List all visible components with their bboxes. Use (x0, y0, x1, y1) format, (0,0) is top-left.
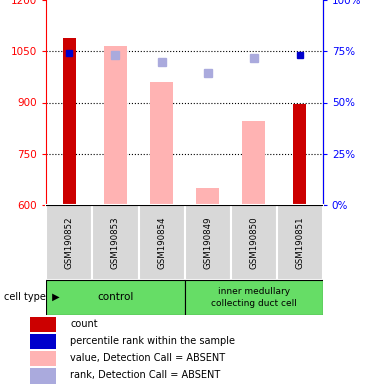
Bar (138, 205, 185, 280)
Bar (196, 188, 219, 205)
Bar (30, 317, 56, 332)
Bar (150, 82, 173, 205)
Text: control: control (97, 293, 134, 303)
Bar (242, 121, 265, 205)
Text: rank, Detection Call = ABSENT: rank, Detection Call = ABSENT (70, 371, 221, 381)
Text: GSM190851: GSM190851 (295, 216, 304, 269)
Bar (30, 351, 56, 366)
Bar (63, 38, 76, 205)
Bar (185, 205, 231, 280)
Bar (92, 205, 138, 280)
Bar (46, 205, 92, 280)
Bar (104, 46, 127, 205)
Bar (185, 280, 323, 315)
Text: count: count (70, 319, 98, 329)
Bar (293, 104, 306, 205)
Bar (277, 205, 323, 280)
Text: GSM190854: GSM190854 (157, 216, 166, 269)
Text: cell type  ▶: cell type ▶ (4, 293, 59, 303)
Bar (30, 334, 56, 349)
Text: percentile rank within the sample: percentile rank within the sample (70, 336, 236, 346)
Text: GSM190853: GSM190853 (111, 216, 120, 269)
Text: GSM190850: GSM190850 (249, 216, 258, 269)
Text: inner medullary
collecting duct cell: inner medullary collecting duct cell (211, 288, 296, 308)
Text: GSM190849: GSM190849 (203, 216, 212, 269)
Bar (231, 205, 277, 280)
Text: value, Detection Call = ABSENT: value, Detection Call = ABSENT (70, 353, 226, 363)
Bar (46, 280, 185, 315)
Bar (30, 369, 56, 384)
Text: GSM190852: GSM190852 (65, 216, 74, 269)
